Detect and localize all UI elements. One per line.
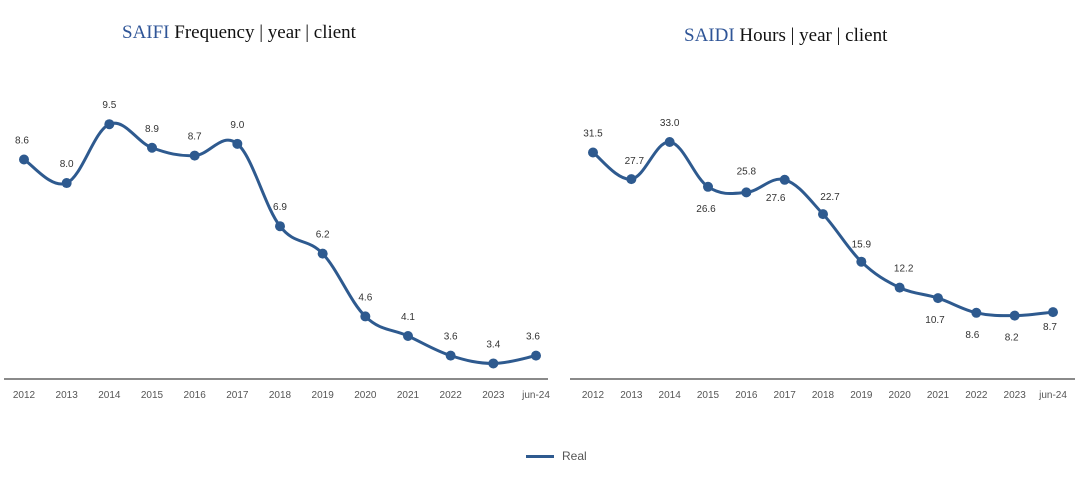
saifi-data-label: 9.0 bbox=[230, 120, 244, 131]
saifi-data-label: 6.9 bbox=[273, 202, 287, 213]
saidi-data-point bbox=[1048, 307, 1058, 318]
saifi-data-label: 6.2 bbox=[316, 230, 330, 241]
saifi-x-tick-label: 2015 bbox=[141, 390, 164, 401]
saifi-series-line bbox=[22, 121, 538, 365]
saifi-data-label: 4.1 bbox=[401, 312, 415, 323]
saidi-data-label: 8.6 bbox=[965, 330, 979, 341]
saifi-data-point bbox=[317, 248, 328, 259]
saifi-title-metric: SAIFI bbox=[122, 22, 170, 43]
saifi-x-tick-label: 2018 bbox=[269, 390, 292, 401]
legend: Real bbox=[526, 449, 587, 463]
saidi-data-point bbox=[741, 187, 752, 198]
saifi-data-label: 9.5 bbox=[102, 100, 116, 111]
saifi-x-tick-label: 2022 bbox=[440, 390, 463, 401]
saifi-data-point bbox=[488, 358, 499, 369]
saidi-x-tick-label: 2018 bbox=[812, 390, 835, 401]
saifi-data-point bbox=[147, 142, 157, 153]
saidi-series-line bbox=[591, 140, 1055, 318]
saidi-data-point bbox=[626, 174, 637, 185]
saidi-data-label: 22.7 bbox=[820, 192, 840, 203]
saifi-data-point bbox=[232, 138, 243, 149]
saifi-chart-title: SAIFI Frequency | year | client bbox=[122, 22, 356, 44]
saidi-data-point bbox=[588, 147, 598, 158]
saidi-x-tick-label: 2022 bbox=[965, 390, 988, 401]
saifi-data-label: 8.7 bbox=[188, 132, 202, 143]
saidi-data-point bbox=[933, 293, 943, 304]
saidi-title-metric: SAIDI bbox=[684, 25, 735, 46]
saifi-x-tick-label: 2021 bbox=[397, 390, 420, 401]
saidi-x-tick-label: 2015 bbox=[697, 390, 720, 401]
saidi-x-tick-label: 2014 bbox=[659, 390, 682, 401]
saifi-data-label: 3.6 bbox=[526, 332, 540, 343]
saifi-data-point bbox=[360, 311, 371, 322]
saidi-x-tick-label: 2019 bbox=[850, 390, 873, 401]
saidi-data-label: 33.0 bbox=[660, 118, 680, 129]
saidi-x-tick-label: 2017 bbox=[774, 390, 797, 401]
saifi-title-rest: Frequency | year | client bbox=[169, 22, 356, 43]
saidi-data-label: 12.2 bbox=[894, 264, 914, 275]
saifi-data-point bbox=[531, 350, 541, 361]
saifi-data-point bbox=[403, 331, 413, 342]
saidi-data-point bbox=[1009, 310, 1020, 321]
saidi-x-tick-label: 2013 bbox=[620, 390, 643, 401]
saidi-data-label: 27.7 bbox=[625, 156, 645, 167]
saifi-data-label: 4.6 bbox=[358, 292, 372, 303]
saidi-data-label: 31.5 bbox=[583, 129, 603, 140]
saidi-x-tick-label: 2016 bbox=[735, 390, 758, 401]
saidi-chart-title: SAIDI Hours | year | client bbox=[684, 25, 887, 47]
legend-line-swatch bbox=[526, 454, 554, 458]
saifi-x-tick-label: 2012 bbox=[13, 390, 36, 401]
saidi-x-tick-label: 2023 bbox=[1004, 390, 1027, 401]
saifi-x-tick-label: 2017 bbox=[226, 390, 249, 401]
saidi-data-point bbox=[971, 307, 982, 318]
saidi-data-label: 8.2 bbox=[1005, 333, 1019, 344]
saifi-data-point bbox=[275, 221, 285, 232]
saidi-x-tick-label: 2012 bbox=[582, 390, 605, 401]
saifi-data-label: 8.6 bbox=[15, 136, 29, 147]
saidi-x-tick-label: jun-24 bbox=[1038, 390, 1067, 401]
saifi-data-point bbox=[445, 350, 456, 361]
saidi-data-label: 25.8 bbox=[737, 166, 757, 177]
saifi-data-point bbox=[104, 119, 115, 130]
saidi-data-point bbox=[856, 256, 867, 267]
legend-label: Real bbox=[562, 449, 587, 463]
saidi-data-point bbox=[894, 282, 905, 293]
saifi-x-tick-label: 2013 bbox=[56, 390, 79, 401]
saidi-data-point bbox=[779, 174, 790, 185]
saifi-data-point bbox=[61, 178, 72, 189]
saidi-data-point bbox=[664, 137, 675, 147]
saidi-data-label: 10.7 bbox=[925, 315, 945, 326]
saidi-data-label: 26.6 bbox=[696, 204, 716, 215]
saifi-x-tick-label: jun-24 bbox=[521, 390, 550, 401]
saifi-data-point bbox=[189, 150, 200, 161]
saidi-x-tick-label: 2020 bbox=[889, 390, 912, 401]
saifi-data-label: 8.0 bbox=[60, 159, 74, 170]
saifi-data-label: 8.9 bbox=[145, 124, 159, 135]
saifi-x-tick-label: 2014 bbox=[98, 390, 121, 401]
saifi-x-tick-label: 2023 bbox=[482, 390, 505, 401]
saidi-x-tick-label: 2021 bbox=[927, 390, 950, 401]
saidi-data-point bbox=[703, 181, 713, 192]
saifi-data-label: 3.4 bbox=[486, 339, 500, 350]
saidi-data-label: 8.7 bbox=[1043, 322, 1057, 333]
saifi-x-tick-label: 2016 bbox=[184, 390, 207, 401]
saifi-data-label: 3.6 bbox=[444, 332, 458, 343]
saifi-data-point bbox=[19, 154, 29, 165]
saifi-x-tick-label: 2020 bbox=[354, 390, 377, 401]
saifi-x-tick-label: 2019 bbox=[312, 390, 335, 401]
saidi-title-rest: Hours | year | client bbox=[734, 25, 888, 46]
saidi-data-label: 15.9 bbox=[852, 240, 872, 251]
saidi-data-label: 27.6 bbox=[766, 193, 786, 204]
saidi-data-point bbox=[818, 209, 828, 220]
